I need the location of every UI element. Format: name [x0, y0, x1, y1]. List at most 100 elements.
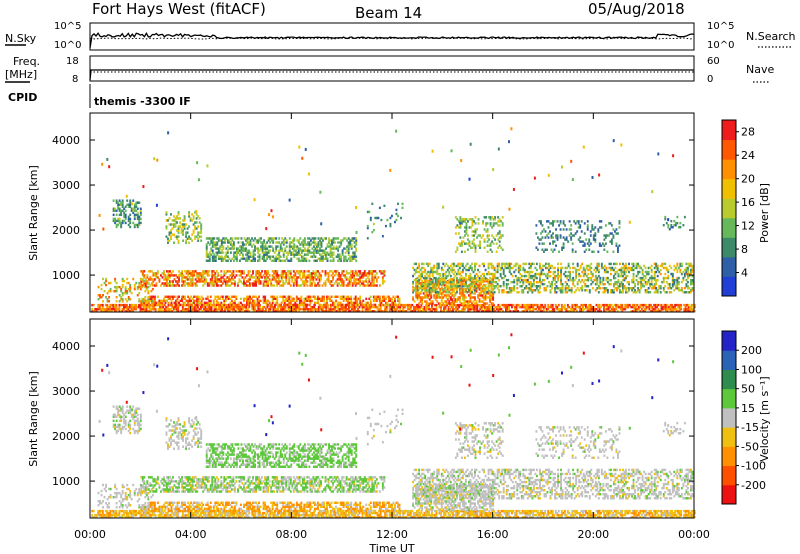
power-cell: [375, 272, 378, 275]
power-cell: [576, 262, 579, 266]
power-cell: [263, 239, 266, 242]
power-cell: [628, 262, 630, 266]
power-cell: [209, 295, 212, 298]
power-cell: [564, 270, 567, 274]
power-cell: [123, 279, 126, 283]
power-cell: [292, 297, 295, 301]
power-cell: [306, 284, 309, 287]
power-cell: [532, 262, 535, 266]
power-cell: [97, 285, 100, 289]
power-cell: [644, 266, 647, 270]
power-cell: [178, 284, 180, 287]
power-cell: [147, 289, 150, 293]
power-cell: [129, 283, 132, 287]
power-cell: [609, 272, 612, 276]
power-cell: [606, 270, 609, 274]
power-cell: [602, 276, 605, 280]
power-cell: [680, 287, 683, 290]
power-cell: [306, 280, 309, 283]
power-cell: [597, 268, 600, 272]
power-cell: [200, 239, 203, 242]
power-cell: [656, 274, 659, 278]
power-cell: [112, 199, 115, 202]
power-cell: [513, 284, 516, 288]
power-cell: [413, 300, 416, 303]
power-cell: [378, 284, 381, 287]
power-cell: [213, 237, 216, 240]
power-cell: [519, 264, 522, 268]
power-cell: [147, 296, 150, 299]
power-cell: [151, 300, 154, 303]
power-cell: [330, 295, 333, 298]
power-cell: [355, 247, 358, 250]
power-cell: [538, 262, 541, 266]
power-cell: [499, 272, 502, 276]
power-cell: [543, 282, 546, 286]
power-cell: [177, 235, 180, 238]
power-cell: [188, 225, 191, 228]
power-cell: [208, 274, 211, 277]
power-cell: [332, 257, 335, 260]
power-cell: [173, 241, 175, 244]
power-cell: [474, 296, 476, 299]
power-cell: [158, 278, 161, 281]
power-cell: [321, 270, 324, 273]
power-cell: [464, 272, 467, 276]
power-cell: [208, 270, 211, 273]
power-cell: [220, 270, 223, 273]
power-cell: [493, 266, 496, 270]
power-cell: [544, 303, 547, 307]
power-cell: [342, 303, 345, 307]
power-cell: [668, 282, 671, 286]
power-cell: [108, 296, 111, 299]
power-cell: [235, 295, 238, 298]
power-cell: [383, 270, 386, 273]
power-cell: [222, 245, 225, 248]
power-cell: [233, 280, 236, 283]
power-cell: [625, 262, 627, 266]
power-cell: [185, 223, 188, 226]
power-cell: [572, 270, 575, 274]
power-cell: [268, 274, 271, 277]
power-cell: [288, 237, 291, 240]
power-cell: [492, 302, 495, 305]
power-cell: [195, 221, 198, 224]
freq-trace: [89, 69, 694, 81]
power-cell: [198, 217, 201, 220]
power-cell: [538, 291, 541, 294]
power-cell: [289, 270, 292, 273]
power-cell: [383, 280, 386, 283]
power-cell: [200, 223, 203, 226]
power-cell: [664, 272, 667, 276]
power-cell: [664, 262, 667, 266]
power-cell: [561, 282, 564, 286]
power-cell: [628, 280, 630, 284]
power-cell: [679, 268, 682, 272]
station-title: Fort Hays West (fitACF): [92, 0, 266, 18]
power-cell: [108, 300, 111, 303]
power-cell: [676, 262, 679, 266]
power-cell: [269, 249, 272, 252]
power-cell: [102, 293, 104, 297]
power-cell: [448, 291, 451, 294]
power-cell: [337, 237, 340, 240]
power-cell: [484, 276, 487, 280]
power-cell: [585, 289, 588, 292]
power-cell: [109, 281, 112, 285]
power-cell: [680, 262, 683, 266]
power-cell: [178, 295, 180, 298]
power-cell: [483, 272, 486, 276]
power-cell: [314, 255, 317, 258]
power-cell: [293, 237, 296, 240]
power-cell: [546, 284, 549, 288]
power-cell: [670, 266, 673, 270]
power-cell: [439, 272, 442, 276]
power-cell: [153, 295, 156, 298]
power-cell: [483, 262, 486, 266]
power-cell: [599, 287, 602, 290]
power-cell: [475, 262, 478, 266]
power-cell: [599, 276, 602, 280]
power-cell: [359, 295, 362, 298]
power-cell: [551, 303, 554, 307]
freq-unit-label: [MHz]: [5, 68, 37, 81]
